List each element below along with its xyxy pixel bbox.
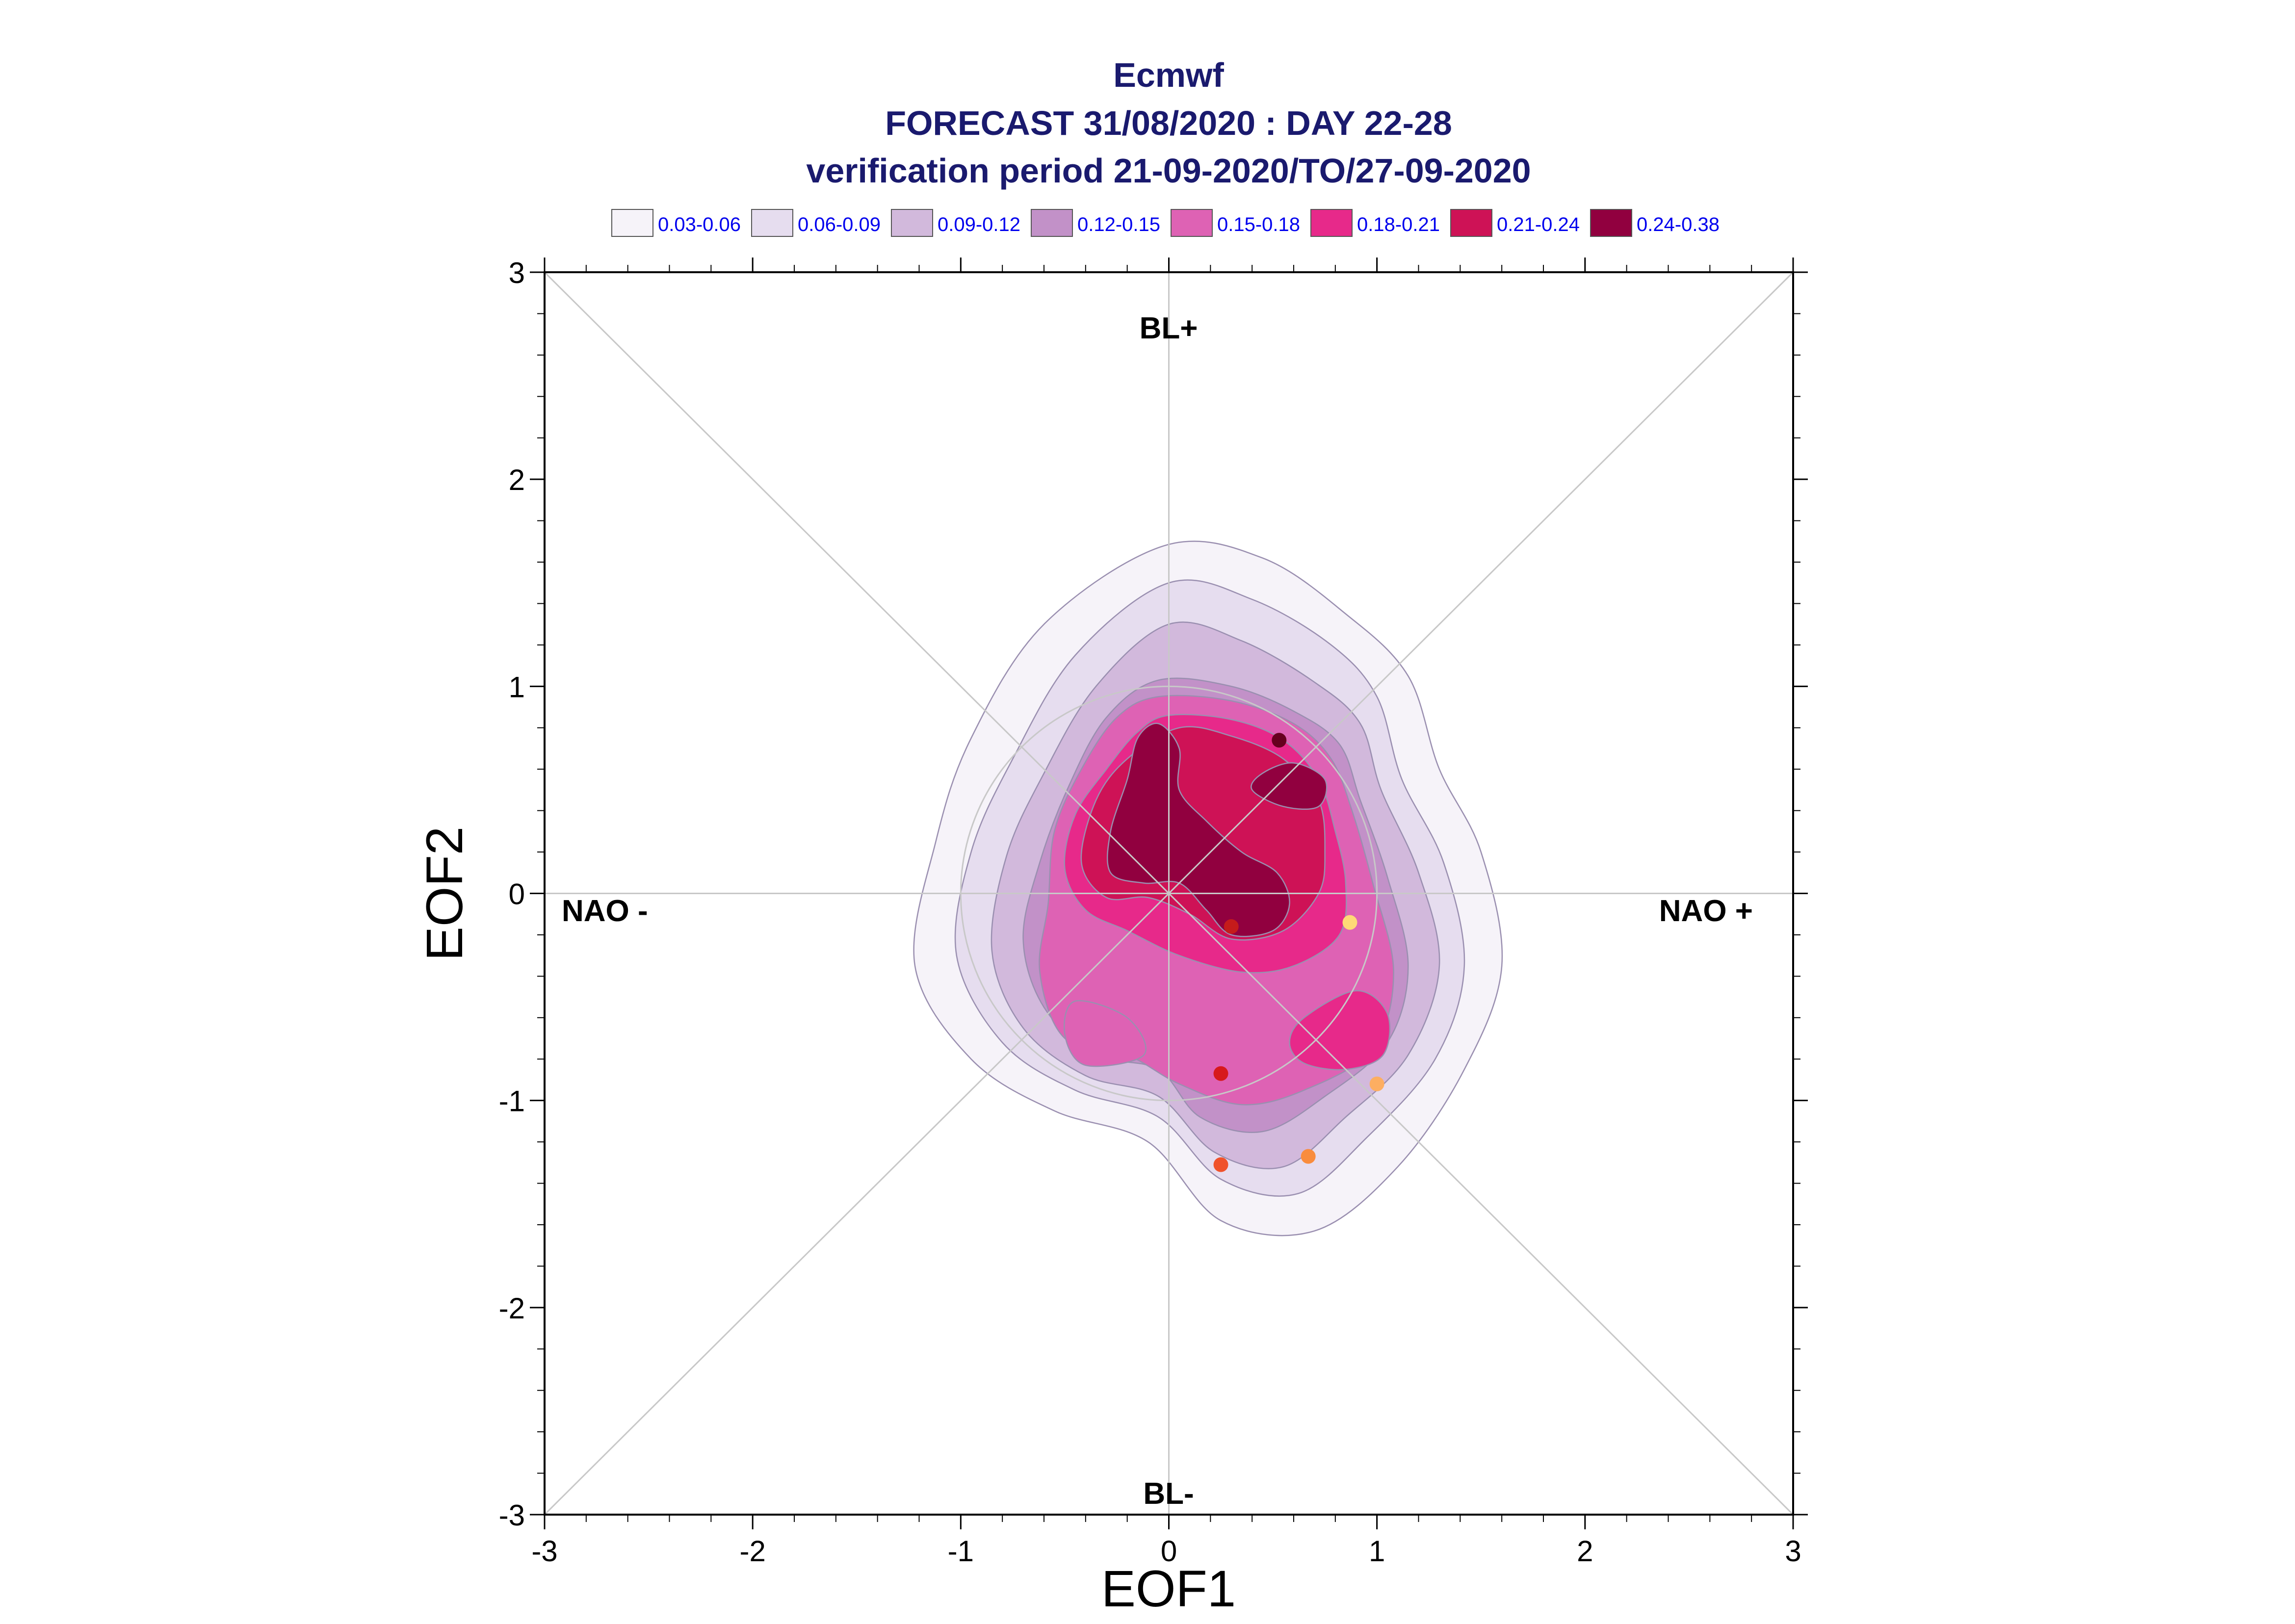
- density-contour: [1251, 762, 1328, 810]
- legend-swatch: [1171, 209, 1213, 237]
- legend-label: 0.09-0.12: [938, 214, 1020, 235]
- x-tick-label: -3: [531, 1535, 557, 1568]
- data-point: [1213, 1157, 1228, 1172]
- y-tick-label: 1: [509, 670, 525, 703]
- title-line-2: FORECAST 31/08/2020 : DAY 22-28: [885, 104, 1452, 142]
- data-point: [1224, 919, 1239, 934]
- legend-swatch: [1310, 209, 1353, 237]
- legend-swatch: [1031, 209, 1073, 237]
- x-tick-label: 3: [1785, 1535, 1801, 1568]
- data-point: [1342, 915, 1357, 930]
- regime-label-bottom: BL-: [1143, 1477, 1194, 1511]
- density-contour: [1063, 1000, 1147, 1067]
- y-tick-label: -3: [499, 1499, 525, 1532]
- x-tick-label: 1: [1369, 1535, 1385, 1568]
- regime-labels: BL+ BL- NAO - NAO +: [562, 311, 1753, 1511]
- legend-swatch: [1450, 209, 1492, 237]
- legend-label: 0.18-0.21: [1357, 214, 1440, 235]
- data-point: [1369, 1076, 1384, 1091]
- legend-label: 0.12-0.15: [1077, 214, 1160, 235]
- x-tick-label: 0: [1161, 1535, 1177, 1568]
- legend-label: 0.15-0.18: [1217, 214, 1300, 235]
- legend-label: 0.21-0.24: [1497, 214, 1580, 235]
- chart-title: Ecmwf FORECAST 31/08/2020 : DAY 22-28 ve…: [806, 56, 1531, 190]
- legend: 0.03-0.06 0.06-0.09 0.09-0.12 0.12-0.15 0.15…: [611, 209, 1720, 237]
- y-tick-label: -1: [499, 1085, 525, 1118]
- density-contour: [1106, 722, 1290, 937]
- reference-circle: [960, 685, 1378, 1102]
- legend-swatch: [611, 209, 653, 237]
- data-points: [1213, 733, 1384, 1172]
- guide-lines: [544, 271, 1794, 1516]
- regime-label-right: NAO +: [1659, 894, 1753, 928]
- data-point: [1272, 733, 1287, 748]
- title-line-1: Ecmwf: [1113, 56, 1224, 94]
- legend-swatch: [1590, 209, 1632, 237]
- regime-label-left: NAO -: [562, 894, 648, 928]
- legend-label: 0.24-0.38: [1637, 214, 1720, 235]
- density-contour: [1289, 990, 1391, 1071]
- x-tick-label: -2: [739, 1535, 765, 1568]
- y-tick-label: 0: [509, 878, 525, 911]
- legend-swatch: [751, 209, 793, 237]
- data-point: [1213, 1066, 1228, 1081]
- legend-label: 0.03-0.06: [658, 214, 741, 235]
- y-tick-label: 2: [509, 464, 525, 496]
- x-tick-label: 2: [1577, 1535, 1593, 1568]
- y-tick-label: -2: [499, 1292, 525, 1325]
- data-point: [1301, 1149, 1316, 1164]
- y-axis-label: EOF2: [416, 826, 473, 961]
- y-tick-label: 3: [509, 257, 525, 289]
- x-axis-label: EOF1: [1101, 1560, 1236, 1618]
- plot-area: -3 -2 -1 0 1 2 3 -3 -2 -1 0 1 2 3: [499, 257, 1808, 1568]
- title-line-3: verification period 21-09-2020/TO/27-09-…: [806, 152, 1531, 190]
- x-tick-label: -1: [948, 1535, 974, 1568]
- axes: -3 -2 -1 0 1 2 3 -3 -2 -1 0 1 2 3: [499, 257, 1808, 1568]
- regime-label-top: BL+: [1140, 311, 1198, 345]
- legend-swatch: [891, 209, 933, 237]
- legend-label: 0.06-0.09: [798, 214, 881, 235]
